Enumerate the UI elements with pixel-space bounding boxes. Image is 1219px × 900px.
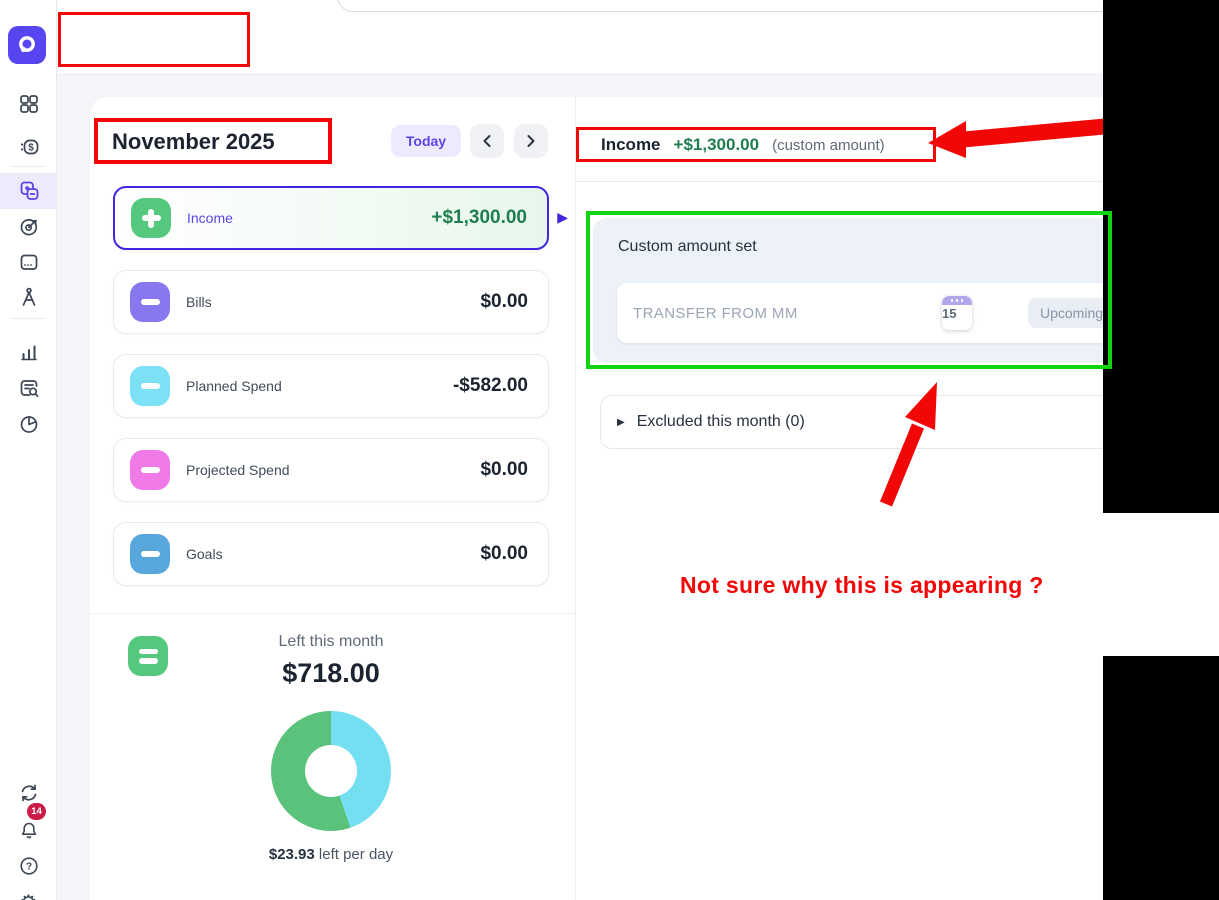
pie-chart-icon [20, 416, 37, 433]
bar-chart-icon [20, 345, 37, 361]
spending-donut-chart [271, 711, 391, 831]
category-amount: -$582.00 [452, 375, 528, 396]
category-list: Income +$1,300.00 ▶ Bills $0.00 Planned … [113, 186, 568, 606]
sync-icon [21, 784, 36, 802]
dollar-icon: $ [20, 139, 38, 155]
sidebar-item-sync[interactable] [0, 775, 57, 811]
equals-icon [128, 636, 168, 676]
left-this-month-label: Left this month [278, 633, 384, 650]
cropped-search-bar [337, 0, 1219, 12]
category-row[interactable]: Projected Spend $0.00 [113, 438, 549, 502]
calendar-icon [20, 254, 37, 270]
chevron-left-icon [483, 135, 491, 147]
sidebar-item-investments[interactable] [0, 279, 57, 315]
per-day-label: left per day [314, 846, 394, 863]
compass-icon [22, 287, 35, 306]
category-label: Planned Spend [186, 378, 282, 394]
summary-divider [90, 613, 575, 614]
custom-amount-panel: Custom amount set TRANSFER FROM MM 15 Up… [593, 218, 1140, 363]
category-glyph-icon [131, 198, 171, 238]
sidebar-item-search-reports[interactable] [0, 370, 57, 406]
svg-text:?: ? [25, 862, 31, 873]
annotation-red-box-title [58, 12, 250, 67]
annotation-red-box-income [576, 127, 936, 162]
redaction-box [1103, 656, 1219, 900]
app-logo[interactable] [8, 26, 46, 64]
chevron-right-icon [527, 135, 535, 147]
disclosure-triangle-icon: ▶ [617, 416, 625, 428]
sidebar-item-transactions[interactable]: $ [0, 129, 57, 165]
category-glyph-icon [130, 450, 170, 490]
detail-header: Income +$1,300.00 (custom amount) [601, 133, 885, 157]
left-this-month-amount: $718.00 [282, 658, 380, 688]
category-label: Income [187, 210, 233, 226]
spending-plan-icon [20, 181, 38, 200]
column-divider [575, 97, 576, 900]
notification-badge: 14 [27, 803, 46, 820]
category-glyph-icon [130, 534, 170, 574]
category-row[interactable]: Income +$1,300.00 ▶ [113, 186, 568, 250]
annotation-note-text: Not sure why this is appearing ? [680, 572, 1044, 598]
svg-text:$: $ [28, 143, 34, 154]
calendar-top-bar [942, 296, 972, 305]
category-glyph-icon [130, 366, 170, 406]
category-label: Projected Spend [186, 462, 290, 478]
sidebar-item-notifications[interactable] [0, 812, 57, 848]
sidebar-item-calendar[interactable] [0, 244, 57, 280]
per-day-text: $23.93 left per day [191, 846, 471, 863]
transfer-name: TRANSFER FROM MM [633, 304, 798, 322]
category-row[interactable]: Goals $0.00 [113, 522, 549, 586]
excluded-label: Excluded this month (0) [636, 413, 805, 430]
detail-note: (custom amount) [772, 136, 885, 154]
sidebar-item-help[interactable]: ? [0, 848, 57, 884]
sidebar: $ 14 ? [0, 0, 57, 900]
sidebar-item-spending-plan[interactable] [0, 173, 57, 209]
detail-amount: +$1,300.00 [673, 135, 760, 154]
help-icon: ? [19, 857, 38, 875]
category-row[interactable]: Planned Spend -$582.00 [113, 354, 549, 418]
detail-divider [575, 181, 1219, 182]
custom-amount-title: Custom amount set [618, 238, 757, 255]
sidebar-item-settings[interactable]: ⚙ [0, 884, 57, 900]
per-day-amount: $23.93 [268, 846, 315, 863]
detail-title: Income [601, 135, 661, 154]
selected-caret-icon: ▶ [557, 209, 568, 225]
sidebar-divider [10, 318, 46, 319]
target-arrow-icon [20, 219, 37, 236]
annotation-red-box-month [94, 118, 332, 164]
category-amount: $0.00 [480, 459, 528, 480]
calendar-day-icon: 15 [942, 296, 972, 330]
sidebar-item-dashboard[interactable] [0, 86, 57, 122]
category-amount: +$1,300.00 [431, 207, 527, 228]
annotation-green-box [586, 211, 1112, 369]
category-row[interactable]: Bills $0.00 [113, 270, 549, 334]
redaction-box [1103, 0, 1219, 513]
sidebar-item-goals[interactable] [0, 209, 57, 245]
next-month-button[interactable] [514, 124, 548, 158]
month-title: November 2025 [112, 129, 275, 154]
top-header [57, 0, 1219, 75]
today-button[interactable]: Today [391, 125, 461, 157]
report-search-icon [20, 380, 38, 398]
category-amount: $0.00 [480, 543, 528, 564]
previous-month-button[interactable] [470, 124, 504, 158]
category-glyph-icon [130, 282, 170, 322]
sidebar-item-pie-reports[interactable] [0, 406, 57, 442]
bell-icon [21, 822, 36, 839]
app-logo-icon [19, 36, 35, 53]
category-label: Bills [186, 294, 212, 310]
donut-hole [305, 745, 357, 797]
sidebar-divider [10, 166, 46, 167]
gear-icon: ⚙ [20, 890, 38, 900]
dashboard-grid-icon [19, 95, 38, 113]
category-amount: $0.00 [480, 291, 528, 312]
calendar-day-number: 15 [942, 306, 957, 321]
transfer-row[interactable]: TRANSFER FROM MM 15 Upcoming [617, 283, 1137, 343]
category-label: Goals [186, 546, 223, 562]
sidebar-item-reports[interactable] [0, 334, 57, 370]
